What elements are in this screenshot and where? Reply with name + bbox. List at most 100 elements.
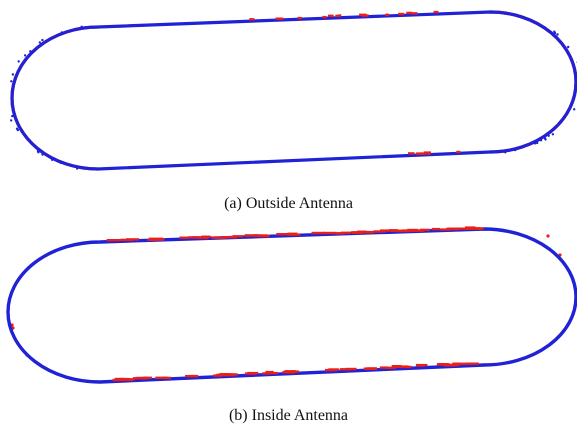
panel-b-straight-detection (224, 236, 237, 239)
panel-a-straight-detection (406, 11, 412, 15)
panel-a-scatter-point (10, 119, 13, 122)
panel-b-detections (10, 234, 562, 357)
panel-a-straight-detection (322, 15, 327, 19)
panel-b-straight-detection (162, 376, 172, 380)
panel-a-straight-detection (408, 152, 415, 155)
panel-b-straight-detection (149, 237, 164, 240)
panel-b-straight-detection (419, 228, 430, 232)
panel-b-straight-detection (373, 230, 386, 233)
panel-b-track-line (6, 227, 577, 384)
panel-b-straight-detection (440, 228, 450, 231)
panel-b-straight-detection (185, 375, 198, 378)
panel-a-straight-detection (338, 14, 342, 17)
panel-a-straight-detection (427, 152, 431, 155)
panel-b-straight-detection (135, 376, 146, 380)
panel-b-straight-detection (289, 233, 301, 236)
panel-a-scatter-point (38, 41, 41, 44)
panel-a-straight-detection (423, 151, 432, 154)
panel-b-straight-detection (191, 236, 204, 239)
panel-a-scatter-point (544, 138, 547, 141)
panel-a-scatter-point (556, 33, 559, 36)
panel-a-caption: (a) Outside Antenna (224, 195, 353, 212)
panel-a-straight-detection (359, 13, 367, 16)
panel-a-straight-detection (456, 150, 461, 154)
panel-b-straight-detection (335, 232, 345, 235)
panel-b-straight-detection (283, 371, 296, 374)
panel-b-straight-detection (339, 368, 352, 371)
panel-b-straight-detection (415, 363, 428, 367)
panel-b-straight-detection (143, 376, 153, 379)
panel-a-scatter-point (551, 133, 555, 136)
panel-b-straight-detection (391, 229, 400, 232)
panel-a-straight-detection (398, 12, 405, 16)
panel-a-scatter-point (11, 114, 14, 118)
panel-a-straight-detection (249, 18, 255, 21)
panel-b-straight-detection (266, 371, 279, 375)
panel-b-straight-detection (397, 229, 411, 233)
panel-b-straight-detection (456, 227, 470, 230)
panel-a-scatter-point (573, 108, 576, 111)
panel-b-straight-detection (322, 231, 337, 235)
panel-a-scatter-point (41, 38, 44, 42)
panel-b-straight-detection (380, 229, 392, 232)
panel-b-straight-detection (202, 235, 211, 239)
panel-a-detections (10, 10, 577, 171)
panel-b-straight-detection (262, 372, 271, 375)
panel-a-straight-detection (297, 16, 303, 20)
panel-b-straight-detection (351, 231, 365, 234)
panel-b-straight-detection (452, 362, 461, 365)
panel-a-straight-detection (328, 14, 334, 17)
panel-b-straight-detection (364, 367, 377, 370)
panel-b-straight-detection (431, 227, 440, 231)
panel-b-straight-detection (341, 231, 351, 234)
panel-b-curve-detection (546, 234, 550, 238)
panel-b-straight-detection (112, 378, 123, 382)
panel-b-straight-detection (311, 231, 325, 235)
panel-b-straight-detection (443, 364, 458, 367)
panel-b-straight-detection (106, 239, 121, 242)
panel-b-straight-detection (436, 363, 451, 366)
panel-b-straight-detection (363, 231, 374, 234)
panel-a-scatter-point (553, 30, 556, 33)
panel-b-straight-detection (385, 366, 396, 369)
panel-b-straight-detection (401, 365, 412, 369)
panel-b-straight-detection (126, 238, 140, 241)
panel-b-straight-detection (211, 236, 224, 239)
panel-b-straight-detection (245, 234, 258, 237)
panel-b-straight-detection (216, 373, 226, 377)
panel-b-straight-detection (345, 367, 357, 371)
panel-b-straight-detection (232, 235, 244, 238)
panel-a-scatter-point (10, 80, 13, 83)
panel-a-scatter-point (17, 60, 20, 63)
panel-a-scatter-point (37, 151, 40, 154)
panel-b-straight-detection (328, 368, 339, 371)
panel-a-right-curve-detections (489, 10, 577, 154)
panel-b-straight-detection (276, 233, 289, 236)
panel-a-scatter-point (11, 73, 15, 76)
panel-a-straight-detection (335, 14, 340, 18)
panel-a-scatter-point (23, 54, 27, 57)
panel-b-straight-detection (257, 234, 270, 238)
panel-a-scatter-point (567, 45, 570, 49)
panel-b-straight-detection (467, 227, 480, 230)
panel-a-straight-detection (275, 17, 284, 20)
panel-b-straight-detection (244, 372, 257, 375)
panel-b-straight-detection (119, 377, 130, 381)
panel-b-straight-detection (465, 362, 479, 365)
panel-b-straight-detection (379, 366, 389, 369)
panel-a-straight-detection (433, 10, 439, 14)
panel-b-straight-detection (179, 236, 189, 239)
panel-a-track-line (10, 10, 577, 171)
panel-b-straight-detection (411, 229, 424, 232)
panel-b-caption: (b) Inside Antenna (228, 407, 349, 424)
panel-a-track (10, 10, 577, 171)
panel-a-straight-detection (418, 152, 427, 155)
panel-b-track (6, 226, 577, 384)
panel-b-straight-detection (446, 227, 459, 231)
panel-a-track-plot (10, 10, 577, 171)
panel-a-left-curve-detections (10, 25, 99, 171)
panel-b-straight-detection (155, 376, 168, 379)
panel-b-track-plot (6, 226, 577, 384)
panel-a-scatter-point (16, 128, 20, 132)
panel-b-straight-detection (393, 365, 405, 368)
